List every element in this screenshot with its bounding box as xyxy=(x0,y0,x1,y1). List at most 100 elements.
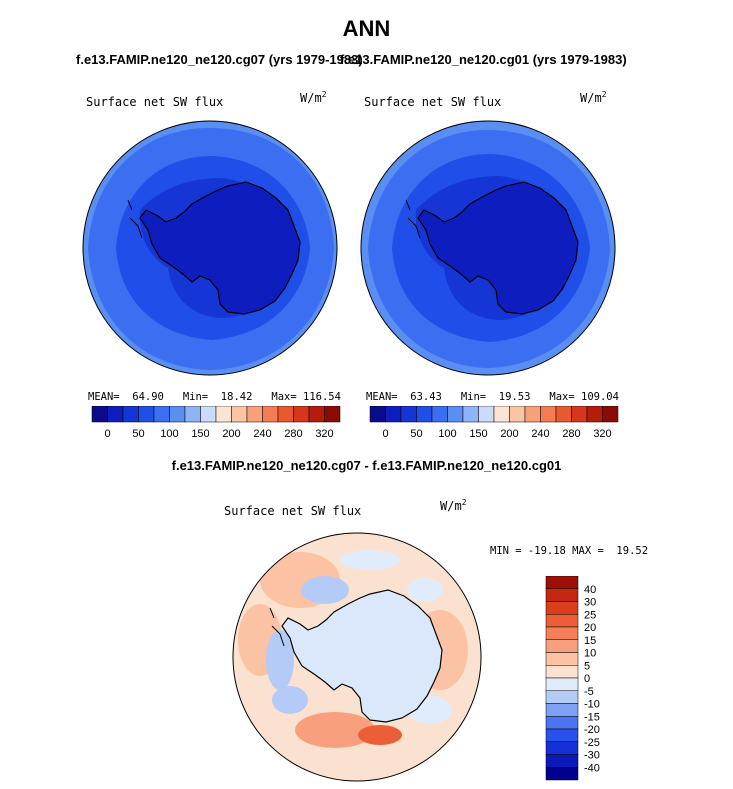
diff-colorbar-cell xyxy=(545,703,579,717)
panel-1-mean-label: MEAN= xyxy=(88,391,120,403)
diff-colorbar-cell xyxy=(545,639,579,653)
diff-colorbar-tick-label: -25 xyxy=(584,737,600,749)
panel-1-colorbar-tick-label: 100 xyxy=(160,428,178,440)
panel-1-colorbar-cell xyxy=(324,406,341,423)
diff-colorbar-tick-label: 10 xyxy=(584,648,596,660)
panel-1-units: W/m2 xyxy=(300,90,327,105)
panel-1-mean: 64.90 xyxy=(132,391,164,403)
panel-1-colorbar-cell xyxy=(184,406,201,423)
panel-2-colorbar-cell xyxy=(586,406,603,423)
panel-2-colorbar-tick-label: 150 xyxy=(469,428,487,440)
panel-1-colorbar-cell xyxy=(153,406,170,423)
panel-2-units: W/m2 xyxy=(580,90,607,105)
panel-1-colorbar-cell xyxy=(91,406,108,423)
panel-2-colorbar-tick-label: 100 xyxy=(438,428,456,440)
panel-2-colorbar-tick-label: 280 xyxy=(562,428,580,440)
panel-1-colorbar-tick-label: 50 xyxy=(132,428,144,440)
panel-1-max: 116.54 xyxy=(303,391,341,403)
panel-2-colorbar-cell xyxy=(385,406,402,423)
panel-2-colorbar-cell xyxy=(416,406,433,423)
diff-colorbar-cell xyxy=(545,576,579,589)
diff-colorbar-tick-label: -10 xyxy=(584,699,600,711)
panel-1-colorbar: 0 50 100 150 200 240 280 320 xyxy=(91,406,341,440)
panel-1-colorbar-cell xyxy=(138,406,155,423)
diff-variable-label: Surface net SW flux xyxy=(224,504,362,518)
panel-2-max: 109.04 xyxy=(581,391,619,403)
diff-colorbar-cell xyxy=(545,690,579,704)
panel-2-stats: MEAN= 63.43 Min= 19.53 Max= 109.04 xyxy=(366,391,619,403)
panel-1-variable-label: Surface net SW flux xyxy=(86,95,224,109)
diff-colorbar-tick-label: 5 xyxy=(584,660,590,672)
panel-2-max-label: Max= xyxy=(549,391,575,403)
diff-colorbar-tick-label: -40 xyxy=(584,762,600,774)
panel-2-colorbar-cell xyxy=(431,406,448,423)
panel-1-colorbar-tick-label: 280 xyxy=(284,428,302,440)
panel-2-colorbar-cell xyxy=(369,406,386,423)
panel-1-colorbar-tick-label: 150 xyxy=(191,428,209,440)
panel-2-colorbar-cell xyxy=(524,406,541,423)
panel-1-min-label: Min= xyxy=(182,391,209,403)
diff-colorbar-cell xyxy=(545,601,579,615)
panel-2-colorbar-cell xyxy=(571,406,588,423)
panel-2-min: 19.53 xyxy=(498,391,531,403)
panel-1-colorbar-tick-label: 240 xyxy=(253,428,271,440)
diff-coastline xyxy=(281,589,443,723)
panel-2-colorbar-cell xyxy=(555,406,572,423)
panel-1-colorbar-cell xyxy=(262,406,279,423)
panel-2-colorbar-tick-label: 50 xyxy=(410,428,422,440)
panel-1-max-label: Max= xyxy=(271,391,297,403)
diff-colorbar-tick-label: 25 xyxy=(584,609,596,621)
diff-colorbar-tick-label: 15 xyxy=(584,635,596,647)
panel-1-colorbar-cell xyxy=(107,406,124,423)
diff-stats: MIN = -19.18 MAX = 19.52 xyxy=(490,545,649,557)
panel-2-colorbar-cell xyxy=(540,406,557,423)
panel-1-case-title: f.e13.FAMIP.ne120_ne120.cg07 (yrs 1979-1… xyxy=(76,52,363,67)
diff-colorbar-tick-label: 0 xyxy=(584,673,590,685)
diff-colorbar-cell xyxy=(545,767,579,781)
diff-colorbar-cell xyxy=(545,741,579,755)
panel-1-colorbar-cell xyxy=(169,406,186,423)
panel-2-colorbar-cell xyxy=(478,406,495,423)
panel-2-colorbar-tick-label: 240 xyxy=(531,428,549,440)
panel-2-colorbar-cell xyxy=(462,406,479,423)
panel-2-mean: 63.43 xyxy=(410,391,442,403)
panel-1-colorbar-cell xyxy=(200,406,217,423)
panel-1-colorbar-cell xyxy=(246,406,263,423)
panel-1-stats: MEAN= 64.90 Min= 18.42 Max= 116.54 xyxy=(88,391,341,403)
diff-colorbar-tick-label: -30 xyxy=(584,750,600,762)
panel-1-colorbar-cell xyxy=(122,406,139,423)
panel-2-colorbar-tick-label: 320 xyxy=(593,428,611,440)
diff-colorbar-tick-label: -5 xyxy=(584,686,594,698)
panel-1-map xyxy=(82,120,338,376)
diff-colorbar-tick-label: 40 xyxy=(584,584,596,596)
diff-colorbar-tick-label: 20 xyxy=(584,622,596,634)
panel-2-colorbar-cell xyxy=(400,406,417,423)
panel-2-colorbar-cell xyxy=(509,406,526,423)
panel-2-colorbar-cell xyxy=(493,406,510,423)
panel-1-colorbar-cell xyxy=(231,406,248,423)
panel-2-colorbar-tick-label: 0 xyxy=(382,428,388,440)
panel-1-coastline xyxy=(139,181,301,315)
panel-2-colorbar: 0 50 100 150 200 240 280 320 xyxy=(369,406,619,440)
diff-colorbar-cell xyxy=(545,728,579,742)
diff-colorbar-cell xyxy=(545,588,579,602)
diff-colorbar-cell xyxy=(545,652,579,666)
page-title: ANN xyxy=(342,16,391,41)
panel-1-colorbar-cell xyxy=(293,406,310,423)
panel-2-colorbar-cell xyxy=(447,406,464,423)
diff-colorbar-cell xyxy=(545,677,579,691)
diff-colorbar-tick-label: 30 xyxy=(584,597,596,609)
diff-colorbar-cell xyxy=(545,665,579,679)
diff-colorbar-cell xyxy=(545,754,579,768)
panel-1-colorbar-tick-label: 320 xyxy=(315,428,333,440)
diff-map xyxy=(232,532,482,782)
panel-2-case-title: f.e13.FAMIP.ne120_ne120.cg01 (yrs 1979-1… xyxy=(340,52,627,67)
panel-2-colorbar-tick-label: 200 xyxy=(500,428,518,440)
diff-title: f.e13.FAMIP.ne120_ne120.cg07 - f.e13.FAM… xyxy=(171,458,562,473)
panel-2-colorbar-cell xyxy=(602,406,619,423)
diff-colorbar-cell xyxy=(545,614,579,628)
panel-1-colorbar-cell xyxy=(215,406,232,423)
diff-units: W/m2 xyxy=(440,498,467,513)
diff-colorbar-tick-label: -20 xyxy=(584,724,600,736)
